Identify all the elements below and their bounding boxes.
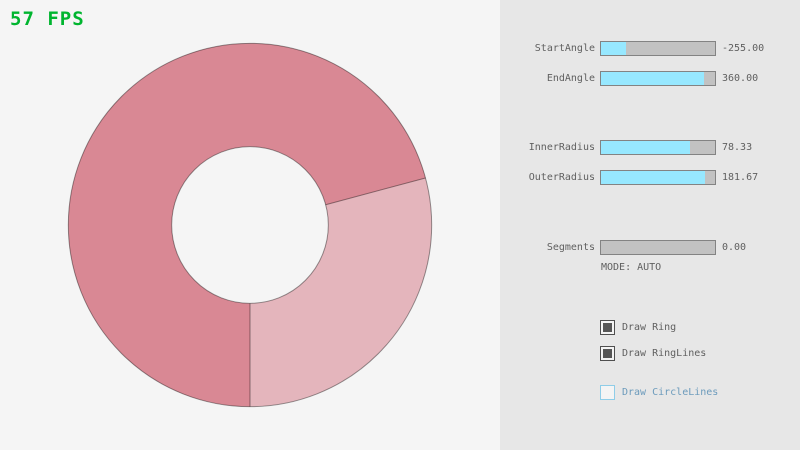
start-angle-slider-fill <box>601 42 626 55</box>
segments-value: 0.00 <box>722 242 747 253</box>
inner-radius-value: 78.33 <box>722 142 753 153</box>
draw-ringlines-checkbox-box[interactable] <box>600 346 615 361</box>
segments-slider[interactable] <box>600 240 716 255</box>
end-angle-value: 360.00 <box>722 73 759 84</box>
fps-counter: 57 FPS <box>10 8 85 30</box>
draw-ring-checkbox[interactable]: Draw Ring <box>600 320 800 335</box>
draw-circlelines-checkbox-box[interactable] <box>600 385 615 400</box>
outer-radius-label: OuterRadius <box>528 172 595 183</box>
draw-circlelines-checkbox-label: Draw CircleLines <box>622 387 719 398</box>
start-angle-slider[interactable] <box>600 41 716 56</box>
end-angle-row: EndAngle 360.00 <box>500 71 800 86</box>
draw-ringlines-checkbox-label: Draw RingLines <box>622 348 707 359</box>
start-angle-row: StartAngle -255.00 <box>500 41 800 56</box>
inner-radius-slider-fill <box>601 141 691 154</box>
inner-radius-slider[interactable] <box>600 140 716 155</box>
end-angle-slider[interactable] <box>600 71 716 86</box>
start-angle-label: StartAngle <box>534 43 595 54</box>
outer-radius-value: 181.67 <box>722 172 759 183</box>
inner-radius-label: InnerRadius <box>528 142 595 153</box>
controls-panel: StartAngle -255.00 EndAngle 360.00 Inner… <box>500 0 800 450</box>
start-angle-value: -255.00 <box>722 43 765 54</box>
segments-mode-label: MODE: AUTO <box>601 262 662 273</box>
draw-ring-checkbox-label: Draw Ring <box>622 322 677 333</box>
outer-radius-row: OuterRadius 181.67 <box>500 170 800 185</box>
draw-ringlines-checkbox[interactable]: Draw RingLines <box>600 346 800 361</box>
inner-radius-row: InnerRadius 78.33 <box>500 140 800 155</box>
segments-label: Segments <box>546 242 595 253</box>
ring-chart <box>67 42 433 408</box>
segments-row: Segments 0.00 <box>500 240 800 255</box>
end-angle-slider-fill <box>601 72 704 85</box>
outer-radius-slider-fill <box>601 171 705 184</box>
outer-radius-slider[interactable] <box>600 170 716 185</box>
end-angle-label: EndAngle <box>546 73 595 84</box>
draw-circlelines-checkbox[interactable]: Draw CircleLines <box>600 385 800 400</box>
draw-ring-checkbox-box[interactable] <box>600 320 615 335</box>
